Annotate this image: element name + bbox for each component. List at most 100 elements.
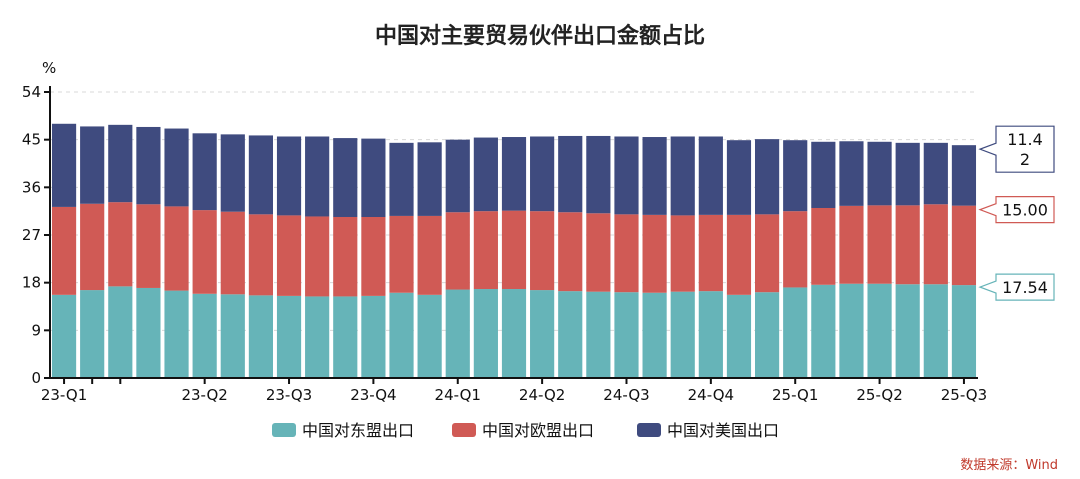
bar-segment-asean — [248, 295, 273, 378]
y-tick-label: 9 — [31, 321, 41, 339]
bar-segment-eu — [586, 213, 611, 292]
bar-segment-eu — [389, 215, 414, 293]
callout-text: 15.00 — [1002, 201, 1048, 220]
bar-segment-eu — [670, 215, 695, 292]
bar-segment-eu — [501, 210, 527, 290]
bar-segment-eu — [811, 207, 836, 285]
x-tick-label: 23-Q4 — [350, 386, 396, 404]
bar-segment-us — [726, 140, 752, 215]
x-tick-label: 25-Q3 — [941, 386, 987, 404]
bar-segment-eu — [164, 206, 189, 291]
bar-segment-eu — [839, 205, 864, 284]
legend-swatch — [452, 423, 476, 437]
bar-segment-eu — [248, 214, 273, 296]
callout-asean: 17.54 — [978, 273, 1055, 301]
legend-item: 中国对欧盟出口 — [452, 421, 594, 440]
bar-segment-eu — [445, 212, 470, 290]
bar-segment-us — [558, 135, 583, 213]
bar-segment-eu — [417, 215, 442, 295]
bar-segment-eu — [614, 214, 639, 293]
bar-segment-eu — [698, 214, 723, 292]
bar-segment-asean — [80, 290, 105, 378]
bar-segment-us — [276, 136, 302, 216]
callout-us: 11.42 — [978, 125, 1055, 173]
x-tick-label: 24-Q1 — [435, 386, 481, 404]
bar-segment-asean — [811, 284, 836, 378]
x-tick-label: 24-Q2 — [519, 386, 565, 404]
bar-segment-asean — [558, 291, 583, 378]
bar-segment-eu — [192, 210, 217, 294]
bar-segment-asean — [642, 292, 667, 378]
bar-segment-eu — [333, 216, 358, 297]
y-axis-unit: % — [42, 59, 56, 77]
bar-segment-asean — [136, 287, 161, 378]
bar-segment-us — [501, 137, 527, 211]
bar-segment-asean — [586, 291, 611, 378]
bar-segment-asean — [276, 295, 302, 378]
x-tick-label: 24-Q3 — [603, 386, 649, 404]
bar-segment-us — [811, 141, 836, 208]
bar-segment-asean — [867, 283, 892, 378]
x-tick-label: 25-Q1 — [772, 386, 818, 404]
bar-segment-eu — [276, 215, 302, 296]
legend-item: 中国对东盟出口 — [272, 421, 414, 440]
bar-segment-us — [164, 128, 189, 207]
x-tick-label: 24-Q4 — [688, 386, 734, 404]
legend-label: 中国对东盟出口 — [302, 421, 414, 440]
bar-segment-us — [136, 126, 161, 205]
bar-segment-asean — [755, 292, 780, 378]
bar-segment-us — [951, 145, 977, 206]
bar-segment-eu — [220, 211, 245, 295]
bar-segment-eu — [895, 205, 920, 285]
y-tick-label: 45 — [22, 131, 41, 149]
bar-segment-us — [473, 137, 498, 212]
legend-swatch — [272, 423, 296, 437]
bar-segment-asean — [51, 294, 77, 378]
bar-segment-asean — [839, 283, 864, 378]
bar-segment-asean — [417, 294, 442, 378]
bar-segment-asean — [445, 289, 470, 378]
bar-segment-asean — [108, 286, 133, 378]
callout-box — [978, 125, 1055, 173]
bar-segment-us — [670, 136, 695, 216]
bar-segment-asean — [501, 289, 527, 378]
legend: 中国对东盟出口 中国对欧盟出口 中国对美国出口 — [272, 421, 779, 440]
chart-title: 中国对主要贸易伙伴出口金额占比 — [375, 23, 705, 49]
bar-segment-asean — [783, 287, 808, 378]
bar-segment-eu — [305, 216, 330, 297]
bar-segment-us — [108, 124, 133, 203]
bar-segment-asean — [220, 294, 245, 378]
y-tick-label: 18 — [22, 274, 41, 292]
bar-segment-us — [51, 123, 77, 207]
x-tick-label: 23-Q2 — [181, 386, 227, 404]
bar-segment-us — [80, 126, 105, 204]
bar-segment-us — [586, 135, 611, 214]
bar-segment-us — [417, 142, 442, 216]
bar-segment-eu — [923, 204, 948, 285]
bar-segment-us — [220, 134, 245, 212]
bar-segment-asean — [389, 292, 414, 378]
y-tick-label: 27 — [22, 226, 41, 244]
bar-segment-us — [895, 142, 920, 206]
bar-segment-eu — [951, 205, 977, 286]
bar-segment-us — [445, 139, 470, 213]
bar-segment-asean — [473, 289, 498, 378]
bar-segment-eu — [51, 206, 77, 295]
callout-box — [978, 273, 1055, 301]
bar-segment-eu — [558, 212, 583, 292]
legend-label: 中国对美国出口 — [667, 421, 779, 440]
legend-item: 中国对美国出口 — [637, 421, 779, 440]
bar-segment-asean — [895, 284, 920, 378]
bar-segment-asean — [164, 290, 189, 378]
bar-segment-asean — [530, 290, 555, 378]
bar-segment-us — [783, 140, 808, 212]
bar-segment-asean — [614, 292, 639, 378]
callout-text: 2 — [1020, 150, 1030, 169]
bar-segment-us — [248, 135, 273, 215]
bar-segment-eu — [755, 214, 780, 293]
bar-segment-eu — [783, 211, 808, 288]
bar-segment-us — [389, 142, 414, 216]
bar-segment-asean — [951, 285, 977, 378]
bar-segment-asean — [923, 284, 948, 378]
